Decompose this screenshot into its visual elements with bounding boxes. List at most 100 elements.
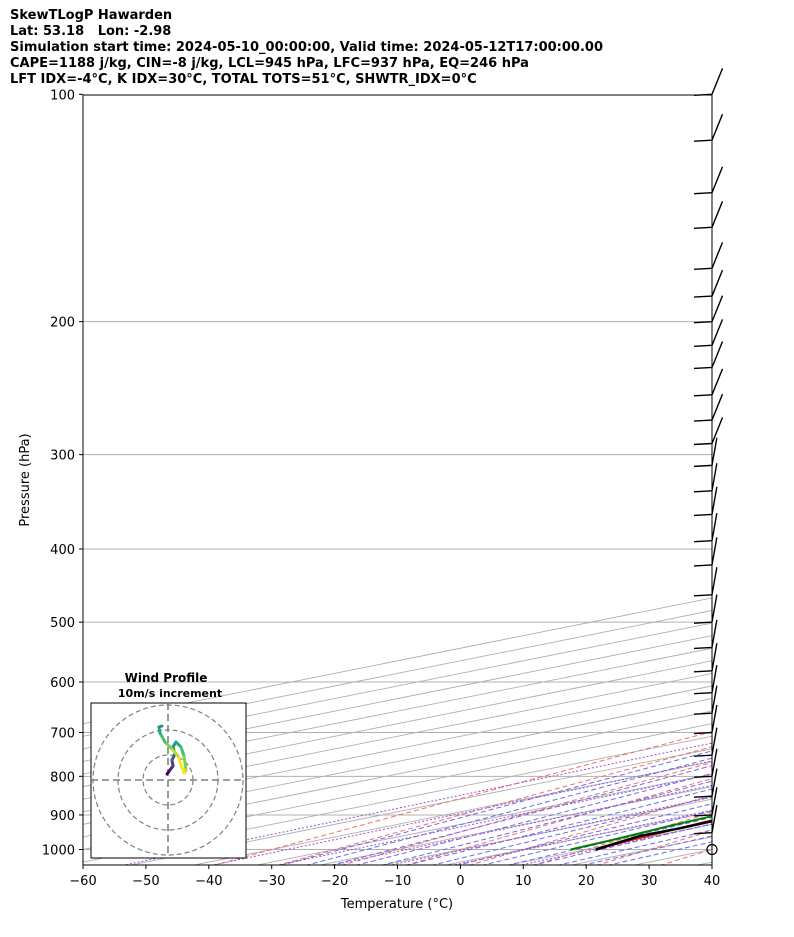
dry-adiabat xyxy=(787,94,794,865)
x-tick-label: −10 xyxy=(384,874,411,889)
dry-adiabat xyxy=(213,731,712,865)
wind-barb xyxy=(711,319,724,346)
moist-adiabat xyxy=(279,750,712,865)
header-title: SkewTLogP Hawarden xyxy=(10,8,173,23)
y-tick-label: 200 xyxy=(50,316,75,331)
wind-barb xyxy=(711,512,718,541)
y-tick-label: 100 xyxy=(50,88,75,103)
wind-barb xyxy=(711,393,724,421)
series-dewpoint xyxy=(570,815,712,851)
mixing-ratio-line xyxy=(451,809,712,865)
wind-barb xyxy=(711,537,718,566)
wind-barb-flag xyxy=(693,564,713,567)
y-tick-label: 800 xyxy=(50,770,75,785)
isotherm xyxy=(758,94,794,865)
mixing-ratio-line xyxy=(330,784,712,865)
header-indices-1: CAPE=1188 j/kg, CIN=-8 j/kg, LCL=945 hPa… xyxy=(10,56,529,71)
y-tick-label: 300 xyxy=(50,449,75,464)
moist-adiabat xyxy=(455,803,712,865)
isotherm xyxy=(83,672,712,800)
hodograph-segment xyxy=(157,724,164,729)
wind-barb xyxy=(711,417,724,444)
wind-barb xyxy=(711,295,724,322)
axes: −60 −50 −40 −30 −20 −10 0 10 20 30 40 1000 900 800 700… xyxy=(42,88,720,889)
wind-barb-flag xyxy=(693,831,713,835)
x-axis-label: Temperature (°C) xyxy=(340,897,453,912)
dry-adiabat xyxy=(276,746,712,865)
wind-barb xyxy=(711,685,718,714)
wind-barb xyxy=(711,341,724,368)
dry-adiabat xyxy=(532,812,712,865)
wind-barb-flag xyxy=(693,775,713,779)
header-indices-2: LFT IDX=-4°C, K IDX=30°C, TOTAL TOTS=51°… xyxy=(10,72,477,87)
y-tick-label: 400 xyxy=(50,543,75,558)
y-tick-label: 1000 xyxy=(42,844,75,859)
wind-barb-flag xyxy=(693,267,713,271)
wind-barb-flag xyxy=(693,93,713,96)
wind-barb-flag xyxy=(693,646,713,650)
wind-barb-flag xyxy=(693,442,713,446)
isotherm xyxy=(695,861,712,865)
wind-barb xyxy=(711,242,724,269)
hodograph-segment xyxy=(182,754,188,772)
dry-adiabat xyxy=(595,830,712,865)
wind-barb-flag xyxy=(693,320,713,324)
hodograph: Wind Profile 10m/s increment xyxy=(90,671,247,859)
isotherm xyxy=(380,798,712,865)
moist-adiabat xyxy=(581,835,712,865)
moist-adiabat xyxy=(556,829,712,865)
x-tick-label: 0 xyxy=(456,874,464,889)
wind-barb-flag xyxy=(693,621,713,624)
dry-adiabat xyxy=(724,94,794,865)
isotherm xyxy=(83,685,712,813)
x-tick-label: −40 xyxy=(195,874,222,889)
isotherm xyxy=(317,786,712,865)
wind-barb-flag xyxy=(693,670,713,673)
moist-adiabat xyxy=(606,841,712,865)
isotherm xyxy=(83,647,712,775)
wind-barb-flag xyxy=(693,226,713,229)
isotherm xyxy=(83,735,712,863)
hodograph-segment xyxy=(169,746,180,758)
wind-barb-flag xyxy=(693,344,713,348)
wind-barb xyxy=(711,486,718,515)
header-times: Simulation start time: 2024-05-10_00:00:… xyxy=(10,40,603,55)
wind-barb xyxy=(711,437,718,466)
hodograph-subtitle: 10m/s increment xyxy=(118,687,222,700)
wind-barb-flag xyxy=(693,814,713,817)
wind-barb-flag xyxy=(693,539,713,543)
dry-adiabat xyxy=(404,778,712,865)
wind-barb-flag xyxy=(693,513,713,517)
moist-adiabat xyxy=(481,810,712,865)
wind-barb xyxy=(711,768,718,797)
wind-barb xyxy=(711,665,718,693)
cape-positive-area xyxy=(595,820,712,850)
dry-adiabat xyxy=(340,761,712,865)
wind-barb-flag xyxy=(693,712,713,715)
wind-barb xyxy=(711,166,724,193)
wind-barb xyxy=(711,594,718,623)
mixing-ratio-line xyxy=(276,773,712,865)
x-tick-label: 40 xyxy=(704,874,721,889)
isotherm xyxy=(83,660,712,788)
wind-barb-flag xyxy=(693,419,713,422)
hodograph-segment xyxy=(179,745,186,758)
moist-adiabat xyxy=(380,780,712,865)
x-tick-label: 20 xyxy=(578,874,595,889)
isotherm xyxy=(83,723,712,850)
dry-adiabat xyxy=(468,794,712,865)
x-tick-label: 30 xyxy=(641,874,658,889)
wind-barb xyxy=(711,567,718,595)
hodograph-segment xyxy=(176,754,186,775)
x-tick-label: −60 xyxy=(69,874,96,889)
profile-lines xyxy=(570,815,712,851)
isotherm xyxy=(83,710,712,838)
wind-barb xyxy=(711,643,718,671)
wind-barb-flag xyxy=(693,192,713,195)
wind-barb-flag xyxy=(693,464,713,468)
wind-barb-flag xyxy=(693,754,713,757)
moist-adiabat xyxy=(430,796,712,865)
isotherm xyxy=(192,761,712,865)
mixing-ratio-line xyxy=(388,796,712,865)
y-tick-label: 600 xyxy=(50,676,75,691)
